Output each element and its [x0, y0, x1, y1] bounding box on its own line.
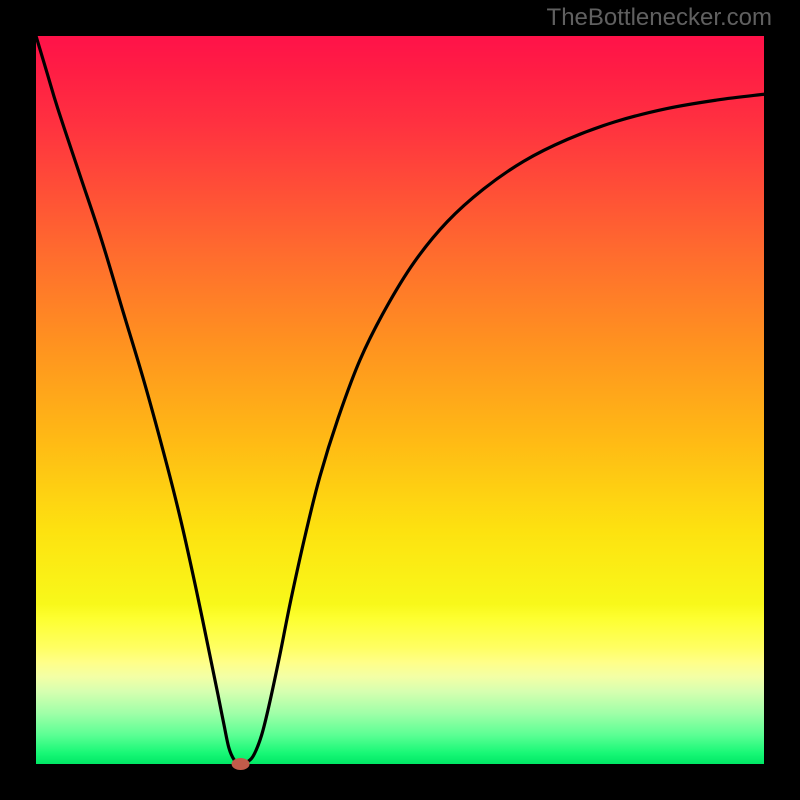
watermark-text: TheBottlenecker.com	[547, 4, 772, 32]
plot-area	[36, 36, 764, 764]
minimum-marker	[232, 758, 250, 770]
bottleneck-curve-layer	[36, 36, 764, 764]
bottleneck-curve	[36, 36, 764, 763]
chart-frame: TheBottlenecker.com	[0, 0, 800, 800]
